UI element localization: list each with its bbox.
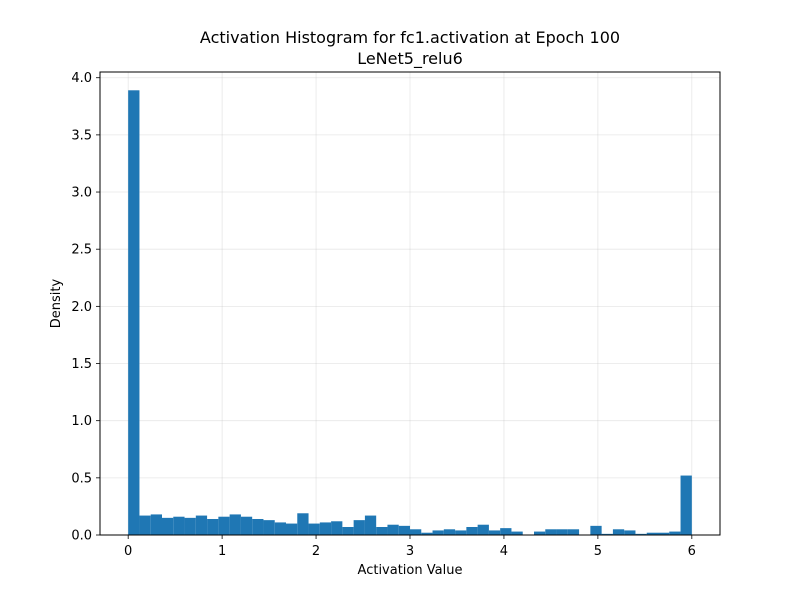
x-axis-label: Activation Value	[358, 563, 463, 578]
y-tick-label: 3.0	[71, 186, 92, 201]
histogram-bar	[342, 526, 354, 535]
histogram-bar	[207, 518, 219, 535]
histogram-bar	[545, 529, 557, 535]
histogram-bar	[455, 530, 467, 535]
x-tick-label: 5	[594, 544, 602, 559]
x-tick-label: 3	[406, 544, 414, 559]
histogram-bar	[173, 516, 185, 535]
histogram-bar	[612, 529, 625, 535]
histogram-bar	[364, 515, 377, 535]
histogram-bar	[398, 525, 410, 535]
y-tick-label: 2.5	[71, 243, 92, 258]
histogram-bar	[477, 524, 489, 535]
histogram-bar	[443, 529, 456, 535]
histogram-bar	[421, 532, 433, 535]
histogram-bar	[139, 515, 151, 535]
histogram-bar	[240, 516, 253, 535]
x-tick-label: 1	[218, 544, 226, 559]
histogram-bar	[511, 531, 523, 535]
chart-title: Activation Histogram for fc1.activation …	[200, 28, 620, 47]
y-tick-label: 2.0	[71, 300, 92, 315]
histogram-bar	[218, 516, 230, 535]
histogram-bar	[567, 529, 580, 535]
histogram-bar	[195, 515, 208, 535]
histogram-bar	[274, 522, 286, 535]
histogram-bar	[556, 529, 568, 535]
histogram-bar	[128, 90, 140, 536]
histogram-bar	[534, 531, 546, 535]
y-tick-label: 0.0	[71, 529, 92, 544]
histogram-bar	[387, 524, 399, 535]
histogram-bar	[646, 532, 658, 535]
histogram-bar	[286, 523, 298, 535]
histogram-bar	[635, 533, 647, 535]
histogram-bar	[601, 533, 613, 535]
histogram-bar	[162, 517, 174, 535]
histogram-bar	[669, 531, 681, 535]
histogram-bar	[229, 514, 241, 535]
histogram-bar	[150, 514, 162, 535]
grid-lines	[100, 72, 720, 536]
y-axis-label: Density	[49, 278, 64, 328]
histogram-bar	[184, 517, 196, 535]
y-tick-label: 3.5	[71, 128, 92, 143]
y-axis-ticks: 0.0 0.5 1.0 1.5 2.0 2.5 3.0 3.5 4.0	[71, 71, 100, 544]
histogram-bar	[308, 523, 320, 535]
histogram-bar	[624, 530, 636, 535]
histogram-bar	[331, 521, 343, 535]
histogram-bar	[376, 526, 388, 535]
histogram-bar	[263, 520, 275, 535]
histogram-bar	[252, 518, 264, 535]
histogram-bars	[128, 90, 692, 536]
histogram-bar	[410, 529, 422, 535]
histogram-bar	[466, 526, 478, 535]
y-tick-label: 0.5	[71, 471, 92, 486]
x-tick-label: 0	[124, 544, 132, 559]
x-tick-label: 2	[312, 544, 320, 559]
histogram-bar	[500, 528, 512, 535]
histogram-bar	[680, 475, 692, 535]
histogram-bar	[297, 513, 309, 535]
histogram-bar	[432, 530, 444, 535]
x-tick-label: 6	[688, 544, 696, 559]
y-tick-label: 1.5	[71, 357, 92, 372]
y-tick-label: 1.0	[71, 414, 92, 429]
histogram-bar	[590, 525, 602, 535]
histogram-bar	[319, 522, 332, 535]
histogram-bar	[353, 520, 365, 535]
x-tick-label: 4	[500, 544, 508, 559]
x-axis-ticks: 0 1 2 3 4 5 6	[124, 535, 696, 559]
histogram-bar	[658, 532, 670, 535]
histogram-bar	[488, 530, 501, 535]
y-tick-label: 4.0	[71, 71, 92, 86]
chart-subtitle: LeNet5_relu6	[357, 49, 463, 69]
